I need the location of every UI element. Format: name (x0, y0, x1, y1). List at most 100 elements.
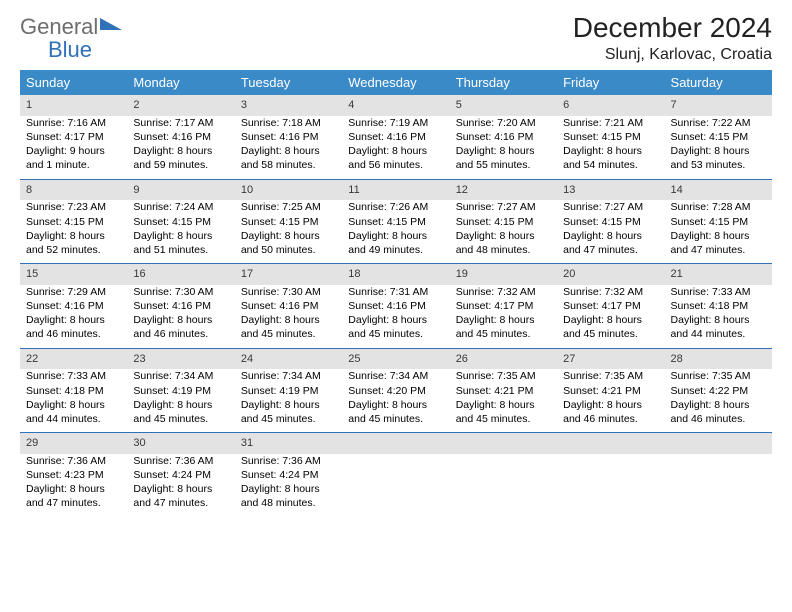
daylight-text: Daylight: 8 hours and 46 minutes. (133, 313, 228, 341)
daynum-row: 22232425262728 (20, 348, 772, 369)
sunset-text: Sunset: 4:15 PM (563, 130, 658, 144)
day-header: Wednesday (342, 70, 449, 95)
sunrise-text: Sunrise: 7:32 AM (456, 285, 551, 299)
day-info-cell: Sunrise: 7:34 AMSunset: 4:19 PMDaylight:… (127, 369, 234, 432)
day-number-cell: 16 (127, 264, 234, 285)
logo-triangle-icon (100, 18, 122, 30)
sunrise-text: Sunrise: 7:33 AM (671, 285, 766, 299)
daylight-text: Daylight: 8 hours and 47 minutes. (26, 482, 121, 510)
daylight-text: Daylight: 8 hours and 58 minutes. (241, 144, 336, 172)
daylight-text: Daylight: 8 hours and 46 minutes. (671, 398, 766, 426)
day-number-cell: 15 (20, 264, 127, 285)
day-info-cell (557, 454, 664, 517)
day-info-cell: Sunrise: 7:27 AMSunset: 4:15 PMDaylight:… (557, 200, 664, 263)
day-header: Thursday (450, 70, 557, 95)
day-number-cell: 6 (557, 95, 664, 116)
day-number-cell: 28 (665, 348, 772, 369)
day-number-cell: 9 (127, 179, 234, 200)
daylight-text: Daylight: 8 hours and 59 minutes. (133, 144, 228, 172)
sunrise-text: Sunrise: 7:22 AM (671, 116, 766, 130)
daylight-text: Daylight: 8 hours and 53 minutes. (671, 144, 766, 172)
sunrise-text: Sunrise: 7:16 AM (26, 116, 121, 130)
info-row: Sunrise: 7:16 AMSunset: 4:17 PMDaylight:… (20, 116, 772, 179)
sunrise-text: Sunrise: 7:27 AM (563, 200, 658, 214)
sunset-text: Sunset: 4:17 PM (563, 299, 658, 313)
daynum-row: 15161718192021 (20, 264, 772, 285)
location: Slunj, Karlovac, Croatia (573, 46, 772, 64)
sunset-text: Sunset: 4:16 PM (348, 130, 443, 144)
daylight-text: Daylight: 8 hours and 55 minutes. (456, 144, 551, 172)
title-block: December 2024 Slunj, Karlovac, Croatia (573, 12, 772, 64)
day-info-cell: Sunrise: 7:33 AMSunset: 4:18 PMDaylight:… (665, 285, 772, 348)
sunset-text: Sunset: 4:18 PM (26, 384, 121, 398)
daylight-text: Daylight: 8 hours and 46 minutes. (26, 313, 121, 341)
day-info-cell: Sunrise: 7:17 AMSunset: 4:16 PMDaylight:… (127, 116, 234, 179)
daylight-text: Daylight: 8 hours and 47 minutes. (671, 229, 766, 257)
sunrise-text: Sunrise: 7:36 AM (133, 454, 228, 468)
sunrise-text: Sunrise: 7:35 AM (671, 369, 766, 383)
day-info-cell: Sunrise: 7:25 AMSunset: 4:15 PMDaylight:… (235, 200, 342, 263)
sunrise-text: Sunrise: 7:32 AM (563, 285, 658, 299)
sunset-text: Sunset: 4:16 PM (456, 130, 551, 144)
info-row: Sunrise: 7:36 AMSunset: 4:23 PMDaylight:… (20, 454, 772, 517)
day-info-cell: Sunrise: 7:36 AMSunset: 4:24 PMDaylight:… (235, 454, 342, 517)
sunset-text: Sunset: 4:19 PM (241, 384, 336, 398)
sunset-text: Sunset: 4:21 PM (563, 384, 658, 398)
daylight-text: Daylight: 8 hours and 45 minutes. (348, 313, 443, 341)
day-header: Tuesday (235, 70, 342, 95)
day-number-cell: 12 (450, 179, 557, 200)
day-number-cell: 5 (450, 95, 557, 116)
sunset-text: Sunset: 4:17 PM (26, 130, 121, 144)
daynum-row: 1234567 (20, 95, 772, 116)
day-number-cell: 18 (342, 264, 449, 285)
sunset-text: Sunset: 4:16 PM (241, 130, 336, 144)
daylight-text: Daylight: 8 hours and 45 minutes. (456, 398, 551, 426)
sunrise-text: Sunrise: 7:35 AM (563, 369, 658, 383)
day-number-cell: 20 (557, 264, 664, 285)
daylight-text: Daylight: 8 hours and 45 minutes. (241, 398, 336, 426)
day-info-cell: Sunrise: 7:26 AMSunset: 4:15 PMDaylight:… (342, 200, 449, 263)
day-info-cell: Sunrise: 7:30 AMSunset: 4:16 PMDaylight:… (127, 285, 234, 348)
day-info-cell: Sunrise: 7:21 AMSunset: 4:15 PMDaylight:… (557, 116, 664, 179)
sunset-text: Sunset: 4:16 PM (133, 299, 228, 313)
day-number-cell: 8 (20, 179, 127, 200)
day-number-cell: 26 (450, 348, 557, 369)
daylight-text: Daylight: 8 hours and 45 minutes. (348, 398, 443, 426)
day-info-cell: Sunrise: 7:31 AMSunset: 4:16 PMDaylight:… (342, 285, 449, 348)
info-row: Sunrise: 7:29 AMSunset: 4:16 PMDaylight:… (20, 285, 772, 348)
sunset-text: Sunset: 4:15 PM (563, 215, 658, 229)
sunrise-text: Sunrise: 7:19 AM (348, 116, 443, 130)
sunrise-text: Sunrise: 7:34 AM (241, 369, 336, 383)
day-header: Sunday (20, 70, 127, 95)
logo-text-2: Blue (20, 37, 92, 62)
sunset-text: Sunset: 4:17 PM (456, 299, 551, 313)
day-number-cell: 7 (665, 95, 772, 116)
day-info-cell: Sunrise: 7:27 AMSunset: 4:15 PMDaylight:… (450, 200, 557, 263)
daylight-text: Daylight: 8 hours and 48 minutes. (241, 482, 336, 510)
day-number-cell: 14 (665, 179, 772, 200)
day-info-cell: Sunrise: 7:23 AMSunset: 4:15 PMDaylight:… (20, 200, 127, 263)
sunrise-text: Sunrise: 7:20 AM (456, 116, 551, 130)
day-number-cell (342, 433, 449, 454)
day-info-cell: Sunrise: 7:32 AMSunset: 4:17 PMDaylight:… (557, 285, 664, 348)
sunrise-text: Sunrise: 7:30 AM (133, 285, 228, 299)
sunrise-text: Sunrise: 7:30 AM (241, 285, 336, 299)
day-header-row: Sunday Monday Tuesday Wednesday Thursday… (20, 70, 772, 95)
day-number-cell (557, 433, 664, 454)
sunset-text: Sunset: 4:23 PM (26, 468, 121, 482)
calendar-body: 1234567Sunrise: 7:16 AMSunset: 4:17 PMDa… (20, 95, 772, 517)
daylight-text: Daylight: 9 hours and 1 minute. (26, 144, 121, 172)
sunrise-text: Sunrise: 7:28 AM (671, 200, 766, 214)
sunset-text: Sunset: 4:15 PM (241, 215, 336, 229)
daylight-text: Daylight: 8 hours and 47 minutes. (563, 229, 658, 257)
daylight-text: Daylight: 8 hours and 47 minutes. (133, 482, 228, 510)
sunset-text: Sunset: 4:15 PM (133, 215, 228, 229)
sunrise-text: Sunrise: 7:33 AM (26, 369, 121, 383)
day-number-cell (450, 433, 557, 454)
day-info-cell: Sunrise: 7:35 AMSunset: 4:22 PMDaylight:… (665, 369, 772, 432)
daylight-text: Daylight: 8 hours and 49 minutes. (348, 229, 443, 257)
sunrise-text: Sunrise: 7:25 AM (241, 200, 336, 214)
day-info-cell: Sunrise: 7:30 AMSunset: 4:16 PMDaylight:… (235, 285, 342, 348)
day-info-cell: Sunrise: 7:19 AMSunset: 4:16 PMDaylight:… (342, 116, 449, 179)
day-info-cell: Sunrise: 7:33 AMSunset: 4:18 PMDaylight:… (20, 369, 127, 432)
